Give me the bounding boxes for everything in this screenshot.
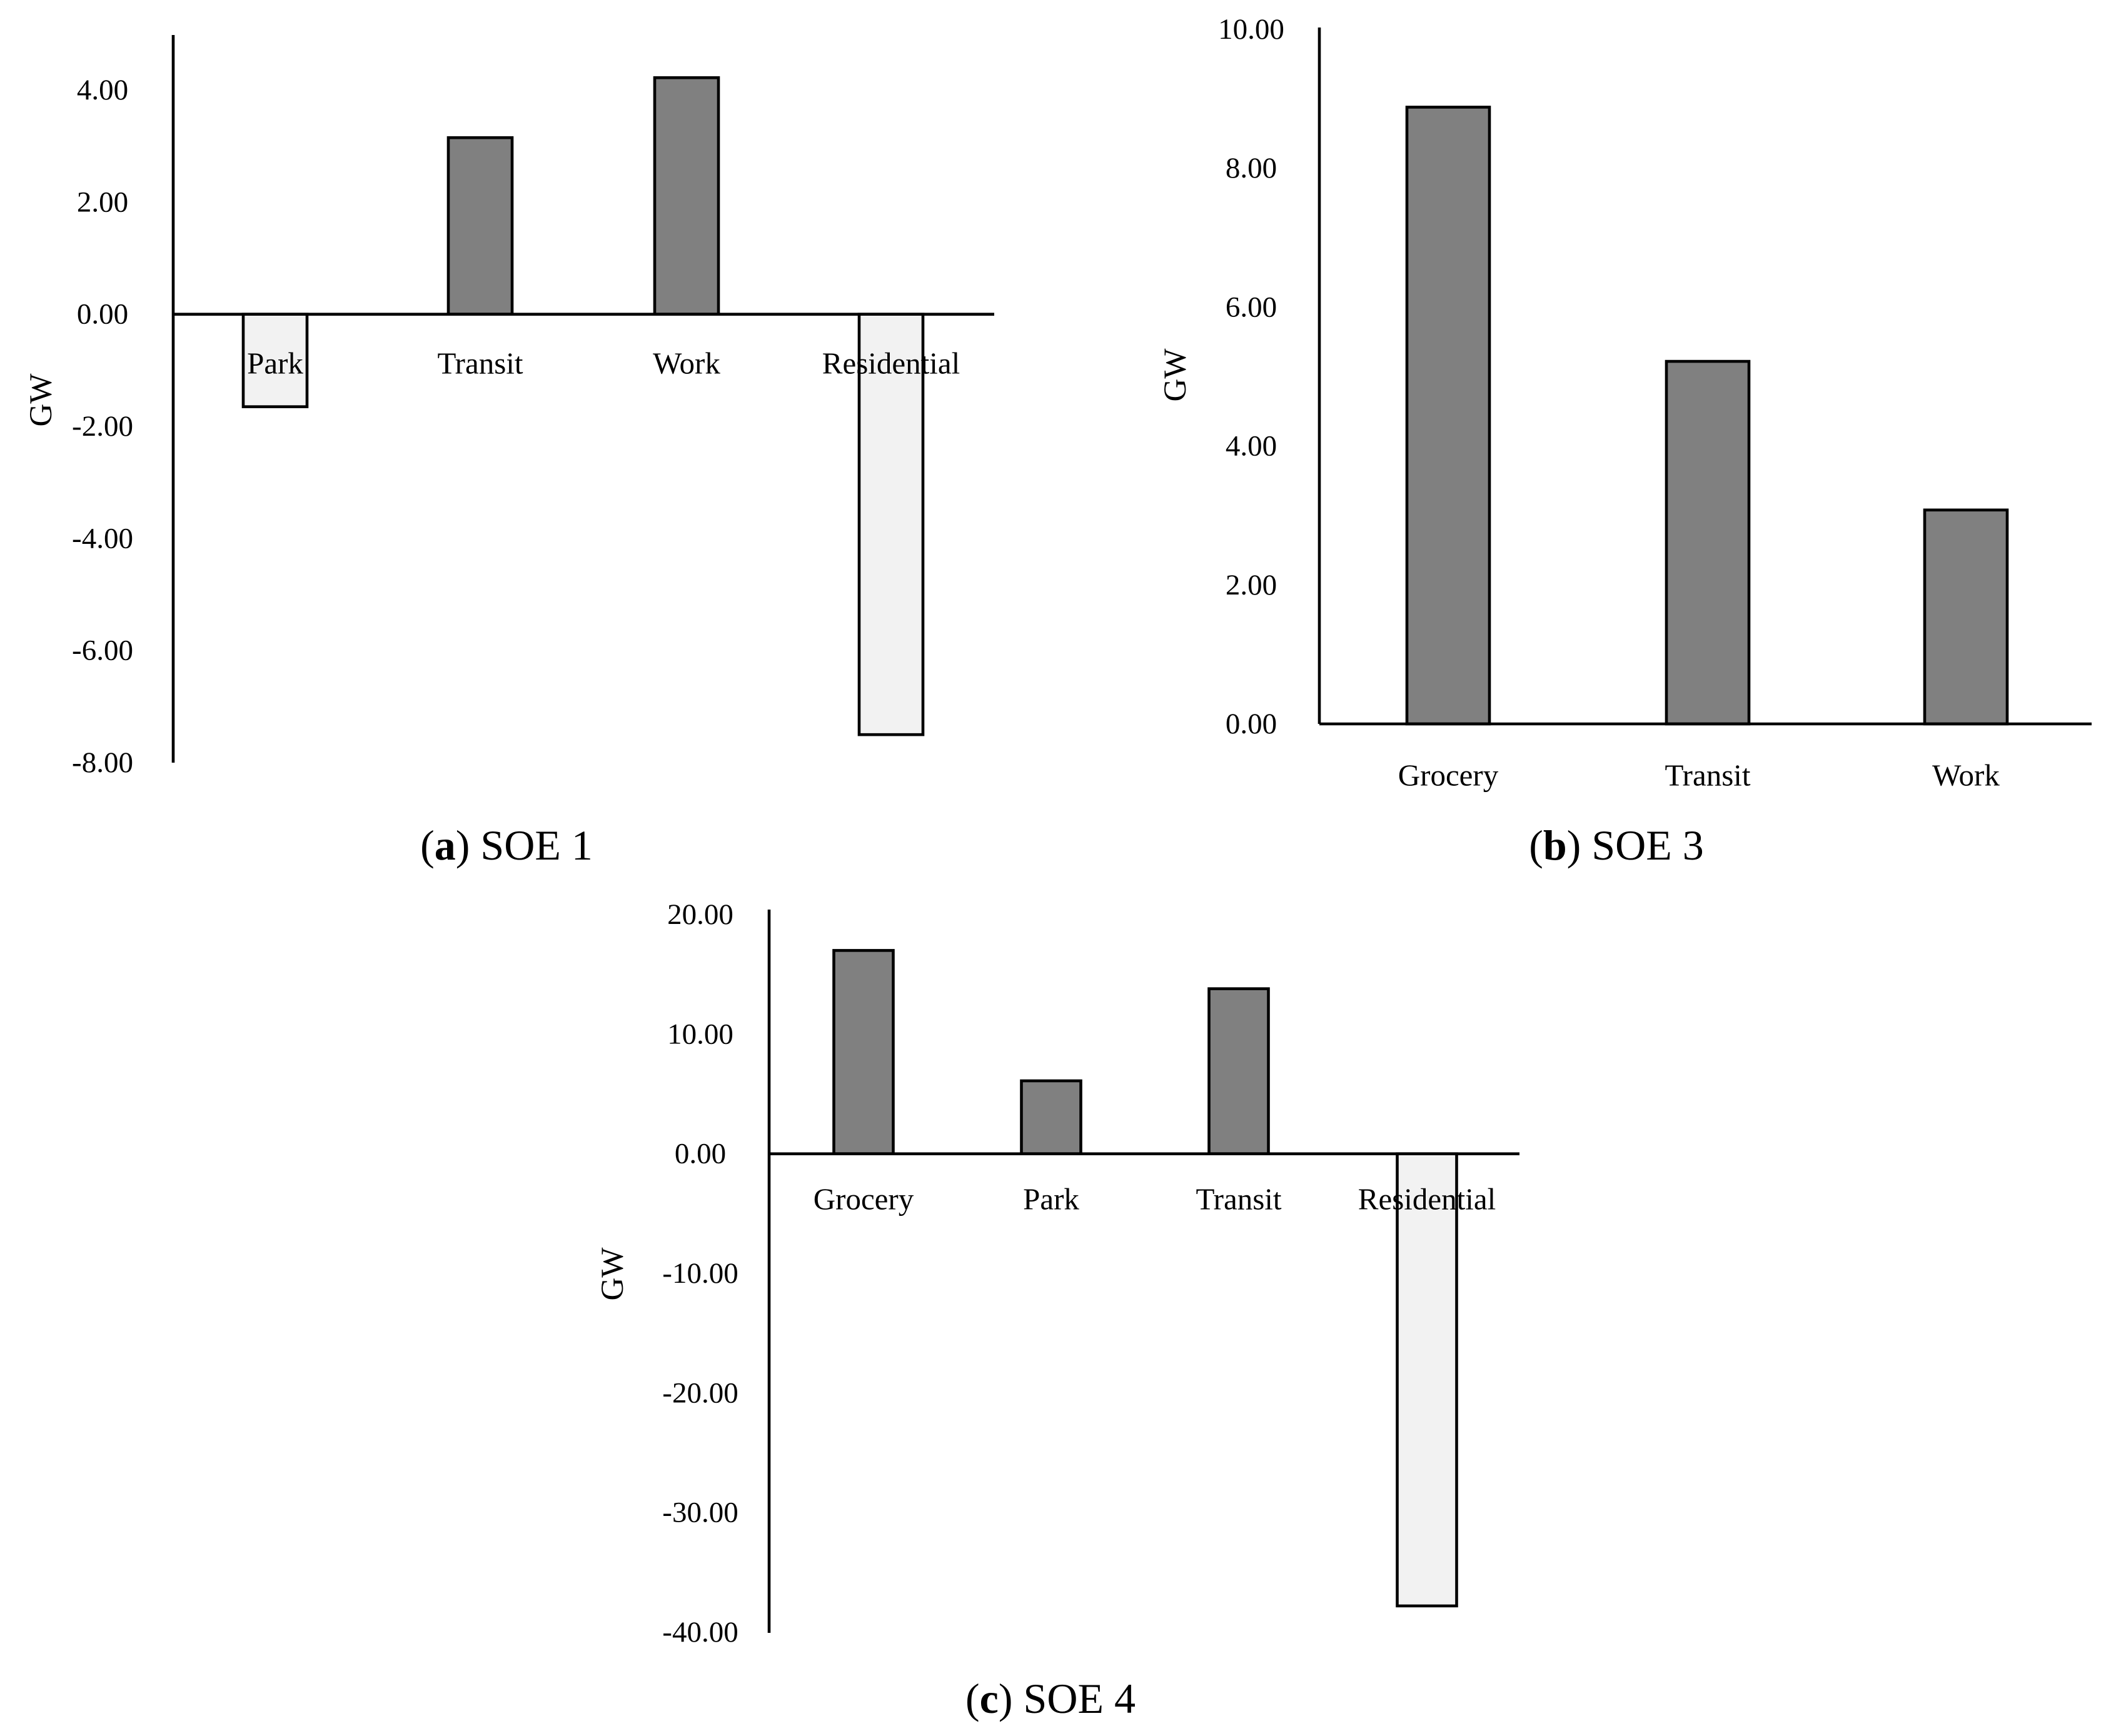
caption-letter: a (435, 821, 456, 869)
category-label: Park (1023, 1182, 1079, 1217)
y-tick-label: -8.00 (72, 746, 133, 779)
chart-caption: (c) SOE 4 (965, 1675, 1136, 1722)
y-tick-label: -20.00 (662, 1377, 738, 1409)
y-tick-label: 0.00 (77, 298, 128, 331)
category-label: Grocery (1398, 758, 1499, 793)
y-tick-label: -6.00 (72, 635, 133, 667)
category-label: Residential (1358, 1182, 1496, 1217)
y-tick-label: 0.00 (1226, 708, 1277, 740)
y-tick-label: 4.00 (77, 74, 128, 106)
bar-grocery (1405, 106, 1491, 726)
category-label: Residential (822, 346, 960, 381)
y-tick-label: 6.00 (1226, 291, 1277, 323)
y-axis-title: GW (595, 1247, 630, 1301)
chart-caption: (a) SOE 1 (420, 821, 593, 869)
chart-panel-b: 10.00 8.00 6.00 4.00 2.00 0.00 Grocery Transit W… (1158, 13, 2092, 869)
y-tick-label: 10.00 (1218, 13, 1284, 46)
y-tick-label: 20.00 (667, 898, 733, 931)
y-tick-label: 2.00 (77, 186, 128, 218)
y-tick-label: 8.00 (1226, 152, 1277, 184)
y-tick-label: -4.00 (72, 522, 133, 554)
category-label: Transit (1196, 1182, 1281, 1217)
bar-park (241, 313, 309, 408)
chart-caption: (b) SOE 3 (1529, 821, 1704, 869)
y-tick-label: -2.00 (72, 410, 133, 443)
bar-residential (857, 313, 925, 736)
y-axis-title: GW (24, 373, 59, 427)
y-axis-title: GW (1158, 348, 1193, 402)
bar-transit (1207, 987, 1270, 1155)
caption-text: SOE 3 (1591, 821, 1703, 869)
bar-work (1923, 508, 2009, 726)
bar-transit (446, 136, 514, 316)
caption-close-paren: ) (1567, 821, 1592, 869)
category-label: Work (653, 346, 720, 381)
category-label: Transit (437, 346, 523, 381)
caption-letter: c (980, 1675, 999, 1722)
category-label: Transit (1665, 758, 1750, 793)
caption-text: SOE 1 (480, 821, 592, 869)
caption-open-paren: ( (420, 821, 435, 869)
category-label: Grocery (814, 1182, 914, 1217)
bar-grocery (832, 949, 895, 1155)
y-tick-label: 10.00 (667, 1018, 733, 1050)
caption-open-paren: ( (1529, 821, 1543, 869)
caption-close-paren: ) (999, 1675, 1024, 1722)
bar-residential (1396, 1152, 1458, 1608)
bar-work (653, 76, 720, 316)
caption-letter: b (1543, 821, 1567, 869)
caption-open-paren: ( (965, 1675, 980, 1722)
y-tick-label: -30.00 (662, 1497, 738, 1529)
caption-text: SOE 4 (1024, 1675, 1136, 1722)
caption-close-paren: ) (456, 821, 481, 869)
y-tick-label: -10.00 (662, 1257, 738, 1290)
y-tick-label: 4.00 (1226, 430, 1277, 463)
category-label: Work (1932, 758, 2000, 793)
chart-panel-a: 4.00 2.00 0.00 -2.00 -4.00 -6.00 -8.00 Park Tran… (24, 35, 994, 869)
category-label: Park (247, 346, 303, 381)
chart-panel-c: 20.00 10.00 0.00 -10.00 -20.00 -30.00 -40.00 Gr… (595, 898, 1519, 1722)
bar-transit (1665, 359, 1751, 726)
y-tick-label: 0.00 (675, 1138, 726, 1170)
y-tick-label: 2.00 (1226, 569, 1277, 601)
bar-park (1020, 1079, 1082, 1155)
y-tick-label: -40.00 (662, 1616, 738, 1648)
